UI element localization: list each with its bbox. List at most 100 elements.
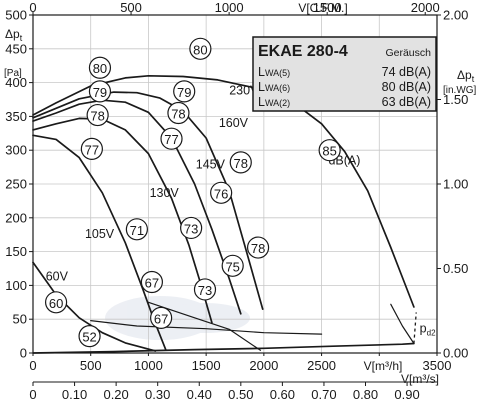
x-top-axis-title: V[C.F.M.]: [298, 1, 347, 15]
noise-marker-label: 80: [193, 42, 207, 57]
y-right-axis-title-sub: t: [472, 74, 475, 84]
noise-marker: 79: [173, 80, 196, 103]
info-panel-row-label-sub: WA(5): [265, 68, 290, 78]
noise-marker: 52: [78, 325, 101, 348]
noise-marker-circle: [173, 80, 196, 103]
info-panel-row-label: LWA(2): [258, 95, 290, 109]
x-bottom2-tick-label: 0: [29, 387, 36, 402]
y-left-tick-label: 450: [5, 41, 27, 56]
noise-marker-label: 77: [85, 142, 99, 157]
y-left-tick-label: 150: [5, 244, 27, 259]
noise-marker-label: 52: [82, 330, 96, 345]
curve-label: 60V: [46, 270, 69, 284]
noise-marker-circle: [88, 56, 112, 79]
x-top-tick-label: 2000: [411, 0, 440, 15]
noise-marker: 73: [193, 278, 217, 301]
curve-label: 105V: [85, 227, 115, 241]
noise-marker-label: 78: [171, 107, 185, 122]
info-panel-row-value: 80 dB(A): [382, 80, 431, 94]
x-bottom-tick-label: 2000: [249, 358, 278, 373]
info-panel-row-label-sub: WA(6): [265, 83, 290, 93]
noise-marker-circle: [125, 218, 148, 241]
noise-marker: 78: [246, 236, 270, 259]
info-panel-row-label: LWA(6): [258, 80, 290, 94]
noise-marker: 78: [229, 151, 252, 174]
noise-marker-circle: [210, 181, 233, 204]
curve-label: 145V: [196, 157, 226, 171]
noise-marker-circle: [189, 37, 212, 60]
noise-marker-circle: [318, 139, 341, 162]
x-bottom-tick-label: 0: [29, 358, 36, 373]
x-top-tick-label: 0: [29, 0, 36, 15]
watermark-logo: [105, 296, 250, 340]
curve-label: 160V: [219, 116, 249, 130]
noise-marker: 75: [221, 254, 244, 277]
noise-marker: 80: [189, 37, 212, 60]
noise-marker-label: 80: [93, 61, 107, 76]
x-bottom2-axis-title: V[m³/s]: [401, 372, 439, 386]
x-bottom-tick-label: 1500: [192, 358, 221, 373]
noise-marker-circle: [193, 278, 217, 301]
x-bottom-tick-label: 500: [80, 358, 102, 373]
info-panel: EKAE 280-4 Geräusch LWA(5) 74 dB(A) LWA(6) 80…: [252, 36, 437, 112]
y-right-tick-label: 1.50: [443, 92, 468, 107]
noise-marker-label: 73: [184, 221, 198, 236]
noise-marker: 79: [88, 80, 112, 103]
noise-marker: 85: [318, 139, 341, 162]
noise-marker: 60: [44, 291, 68, 314]
noise-marker: 73: [180, 216, 203, 240]
noise-marker-circle: [150, 306, 173, 329]
noise-marker-circle: [167, 101, 190, 125]
noise-marker-circle: [140, 270, 163, 294]
noise-marker: 78: [86, 103, 109, 127]
y-left-axis-unit: [Pa]: [4, 68, 22, 79]
curve-label-pd2: pd2: [420, 322, 436, 338]
x-bottom2-tick-label: 0.40: [187, 387, 212, 402]
y-right-axis-title: Δpt: [457, 68, 475, 84]
x-top-tick-label: 1500: [313, 0, 342, 15]
curve-db: [90, 320, 323, 335]
noise-marker-label: 78: [234, 156, 248, 171]
noise-marker-label: 79: [177, 85, 191, 100]
x-bottom2-tick-label: 0.30: [145, 387, 170, 402]
noise-marker-circle: [78, 325, 101, 348]
y-left-tick-label: 100: [5, 278, 27, 293]
x-bottom2-tick-label: 0.70: [311, 387, 336, 402]
noise-marker: 77: [80, 137, 103, 160]
y-left-tick-label: 500: [5, 8, 27, 23]
x-bottom2-tick-label: 0.60: [270, 387, 295, 402]
y-left-tick-label: 400: [5, 75, 27, 90]
info-panel-subtitle: Geräusch: [385, 47, 431, 59]
noise-marker-label: 60: [49, 296, 63, 311]
noise-marker: 71: [125, 218, 148, 241]
curve-label-pd2-sub: d2: [427, 329, 436, 338]
noise-marker-circle: [88, 80, 112, 103]
noise-marker-label: 67: [154, 311, 168, 326]
curve-db: [147, 301, 261, 351]
noise-marker: 67: [140, 270, 163, 294]
noise-marker-circle: [80, 137, 103, 160]
noise-marker-circle: [44, 291, 68, 314]
y-left-tick-label: 350: [5, 109, 27, 124]
noise-marker-label: 85: [322, 144, 336, 159]
x-bottom2-tick-label: 0.90: [394, 387, 419, 402]
noise-marker: 78: [167, 101, 190, 125]
x-bottom-tick-label: 3500: [423, 358, 452, 373]
axis-ticks: 0 50 100 150 200 250 300 350 400 450 500 0.00 0.50 1.…: [4, 0, 477, 402]
x-top-tick-label: 1000: [215, 0, 244, 15]
curve-145v: [32, 99, 242, 315]
y-right-tick-label: 0.50: [443, 261, 468, 276]
noise-marker-label: 78: [251, 241, 265, 256]
noise-marker-label: 71: [130, 223, 144, 238]
noise-marker-label: 75: [225, 259, 239, 274]
info-panel-title: EKAE 280-4: [258, 43, 348, 60]
info-panel-box: [252, 36, 437, 112]
curve-label: 130V: [150, 186, 180, 200]
y-right-tick-label: 2.00: [443, 8, 468, 23]
noise-marker-circle: [86, 103, 109, 127]
curve-db: [390, 303, 415, 345]
noise-marker-label: 78: [90, 109, 104, 124]
y-left-tick-label: 200: [5, 210, 27, 225]
